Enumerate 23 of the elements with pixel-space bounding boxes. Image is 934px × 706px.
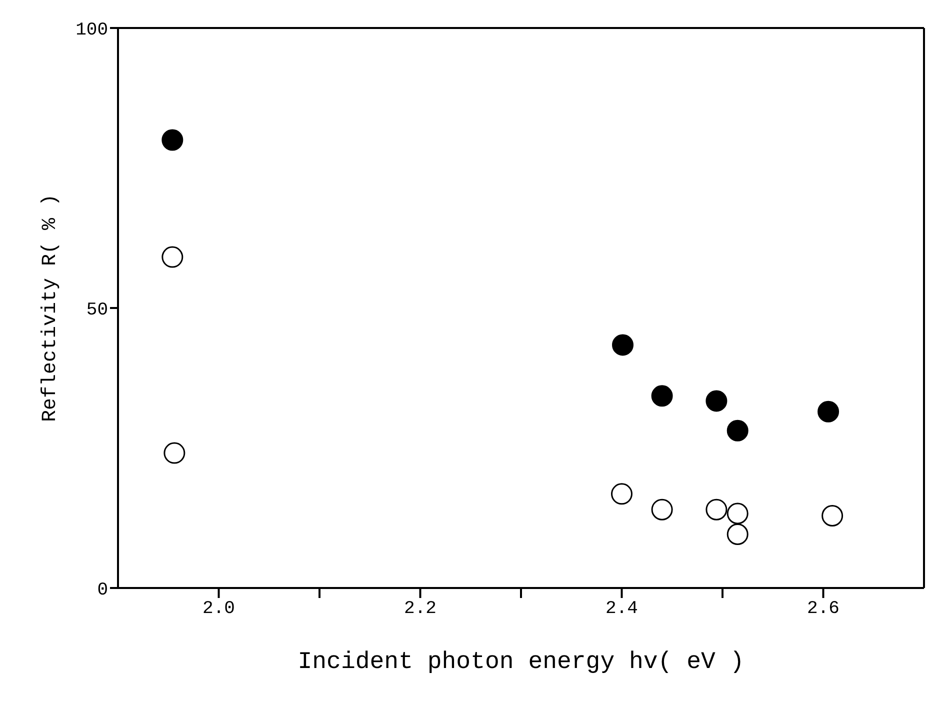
y-tick-label: 50 xyxy=(86,300,108,320)
point xyxy=(651,385,673,407)
point xyxy=(726,420,748,442)
x-axis-title: Incident photon energy hv( eV ) xyxy=(298,649,744,676)
point xyxy=(162,129,184,151)
point xyxy=(611,483,632,505)
point xyxy=(164,442,186,464)
x-tick-label: 2.0 xyxy=(202,598,235,619)
point xyxy=(651,498,673,520)
y-axis-title: Reflectivity R( % ) xyxy=(39,194,62,422)
x-tick-label: 2.2 xyxy=(404,598,436,619)
point xyxy=(822,505,844,527)
point xyxy=(612,334,634,356)
point xyxy=(726,523,748,545)
point xyxy=(162,246,184,268)
point xyxy=(706,390,728,412)
y-tick-label: 100 xyxy=(76,20,108,40)
y-tick-label: 0 xyxy=(97,580,108,600)
x-tick-label: 2.6 xyxy=(807,598,840,619)
point xyxy=(818,400,840,422)
x-tick-label: 2.4 xyxy=(606,598,638,619)
point xyxy=(706,498,728,520)
point xyxy=(726,502,748,524)
